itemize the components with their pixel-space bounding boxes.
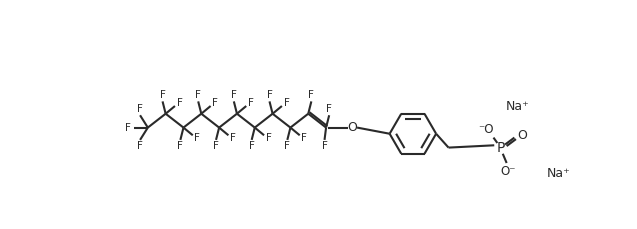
- Text: F: F: [230, 133, 236, 143]
- Text: F: F: [176, 98, 183, 108]
- Text: Na⁺: Na⁺: [547, 167, 571, 180]
- Text: F: F: [231, 90, 237, 100]
- Text: F: F: [266, 133, 271, 143]
- Text: F: F: [213, 141, 219, 151]
- Text: F: F: [137, 104, 143, 114]
- Text: O⁻: O⁻: [501, 165, 516, 178]
- Text: F: F: [212, 98, 218, 108]
- Text: F: F: [196, 90, 201, 100]
- Text: O: O: [348, 121, 357, 134]
- Text: F: F: [322, 141, 327, 151]
- Text: O: O: [517, 129, 527, 142]
- Text: F: F: [266, 90, 273, 100]
- Text: ⁻O: ⁻O: [478, 123, 494, 136]
- Text: F: F: [248, 141, 255, 151]
- Text: F: F: [248, 98, 254, 108]
- Text: Na⁺: Na⁺: [506, 100, 529, 113]
- Text: F: F: [326, 104, 332, 114]
- Text: F: F: [283, 98, 289, 108]
- Text: F: F: [308, 90, 314, 100]
- Text: F: F: [178, 141, 183, 151]
- Text: F: F: [125, 123, 131, 133]
- Text: F: F: [194, 133, 201, 143]
- Text: F: F: [137, 141, 143, 151]
- Text: F: F: [160, 90, 166, 100]
- Text: F: F: [284, 141, 290, 151]
- Text: P: P: [496, 141, 505, 155]
- Text: F: F: [301, 133, 307, 143]
